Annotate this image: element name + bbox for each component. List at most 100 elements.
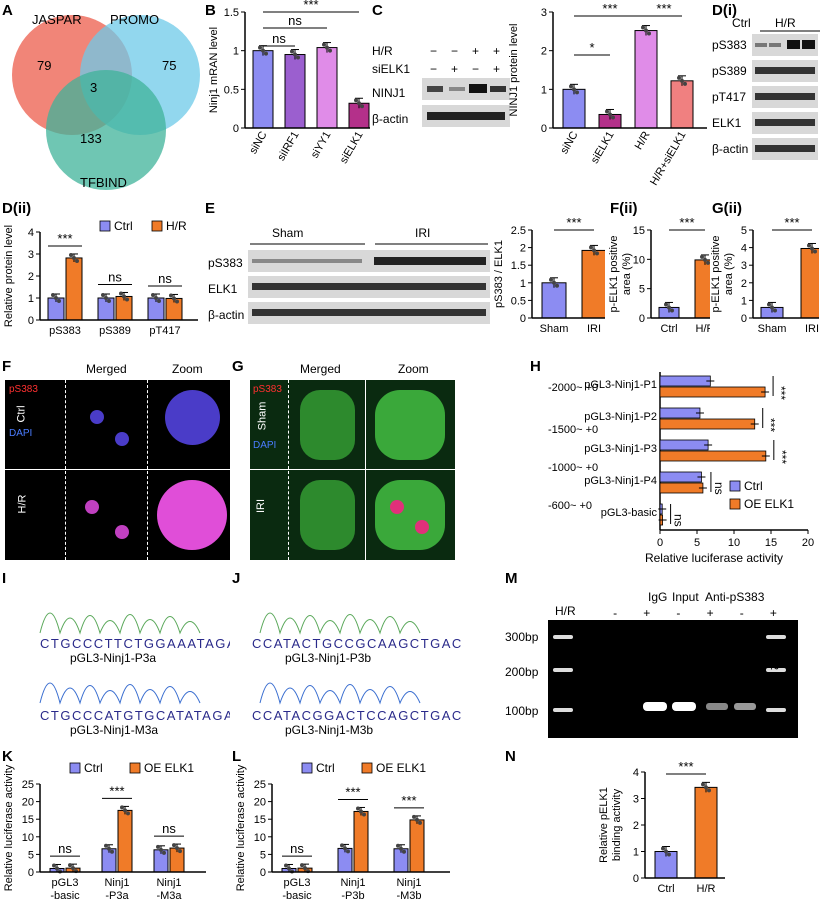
blot-c-si-signs: − + − +	[430, 62, 500, 76]
data-point	[412, 814, 416, 819]
y-tick-label: 10	[22, 832, 34, 844]
data-point	[767, 302, 771, 307]
panel-label-di: D(i)	[712, 2, 737, 19]
x-tick-label: H/R+siELK1	[648, 130, 689, 188]
bar	[562, 88, 586, 129]
y-axis-label: Ninj1 mRAN level	[208, 27, 220, 113]
legend-swatch	[129, 762, 141, 774]
data-point	[126, 811, 130, 816]
blot-e-group-iri: IRI	[415, 226, 431, 240]
x-tick-label: 15	[765, 537, 777, 549]
y-tick-label: 2	[633, 820, 639, 832]
data-point	[284, 863, 288, 868]
y-tick-label: 4	[741, 243, 747, 255]
legend-swatch	[99, 220, 111, 232]
data-point	[322, 42, 326, 47]
y-tick-label: pGL3-basic	[601, 507, 658, 519]
bar	[252, 50, 274, 129]
seq-i-name-2: pGL3-Ninj1-M3a	[70, 723, 158, 737]
y-tick-label: 2	[541, 46, 547, 58]
y-tick-label: 15	[22, 814, 34, 826]
sig-label: ***	[109, 783, 124, 798]
data-point	[569, 84, 573, 89]
data-point	[169, 293, 173, 298]
if-f-channels	[5, 380, 66, 560]
legend-label: Ctrl	[114, 219, 133, 233]
sign: +	[450, 62, 458, 76]
venn-count-center: 3	[90, 80, 97, 95]
blot-c-row-actin: β-actin	[372, 112, 409, 126]
sign: −	[450, 44, 458, 58]
blot-e-row: pS383	[208, 256, 243, 270]
chart-gii: 0 1 2 3 4 5 p-ELK1 positive area (%) Sham IRI ***	[710, 218, 819, 335]
y-tick-label: 15	[633, 225, 645, 237]
data-point	[773, 308, 777, 313]
data-point	[71, 866, 75, 871]
y-tick-label: 3	[541, 7, 547, 19]
if-f-header-zoom: Zoom	[172, 362, 203, 376]
data-point	[296, 55, 300, 60]
tissue	[375, 390, 445, 460]
chart-c: 0 1 2 3 NINJ1 protein level siNC siELK1 H/RH/R+…	[508, 1, 707, 188]
bar	[800, 247, 819, 319]
sign: +	[492, 44, 500, 58]
bar	[634, 30, 658, 129]
panel-label-k: K	[2, 748, 13, 765]
x-tick-label: H/R	[697, 883, 716, 895]
band	[490, 86, 506, 92]
y-tick-label: 5	[639, 284, 645, 296]
h-range: -1500~ +0	[548, 424, 599, 436]
data-point	[670, 308, 674, 313]
data-point	[810, 246, 814, 251]
y-tick-label: 4	[28, 227, 34, 239]
venn-label-tfbind: TFBIND	[80, 175, 127, 190]
legend-swatch	[361, 762, 373, 774]
blot-e-bands	[248, 250, 490, 324]
data-point	[172, 843, 176, 848]
panel-label-m: M	[505, 570, 518, 587]
seq-i-name-1: pGL3-Ninj1-P3a	[70, 651, 156, 665]
x-tick-label: -M3b	[396, 890, 421, 902]
blot-lane-bg	[422, 78, 510, 100]
legend-label: OE ELK1	[144, 761, 194, 775]
x-tick-label: pS389	[99, 325, 131, 337]
data-point	[104, 843, 108, 848]
panel-label-b: B	[205, 2, 216, 19]
x-tick-label: pGL3	[284, 877, 311, 889]
data-point	[701, 782, 705, 787]
sig-label: ***	[784, 218, 799, 230]
sig-label: ***	[57, 231, 72, 246]
data-point	[552, 280, 556, 285]
data-point	[549, 277, 553, 282]
sig-label: ***	[602, 1, 617, 16]
blot-c-row-sielk1: siELK1	[372, 62, 411, 76]
y-tick-label: 1	[633, 847, 639, 859]
y-tick-label: 25	[254, 779, 266, 791]
blot-c-row-hr: H/R	[372, 44, 393, 58]
sign: +	[492, 62, 500, 76]
y-tick-label: 1	[520, 278, 526, 290]
data-point	[415, 817, 419, 822]
ladder-100: 100bp	[505, 704, 539, 718]
x-tick-label: Ctrl	[660, 323, 677, 335]
y-tick-label: 3	[741, 260, 747, 272]
bar	[659, 407, 701, 419]
x-tick-label: pS383	[49, 325, 81, 337]
data-point	[595, 251, 599, 256]
gel-group-igg: IgG	[648, 590, 668, 604]
data-point	[677, 75, 681, 80]
sig-label: ns	[58, 841, 72, 856]
y-tick-label: 5	[28, 849, 34, 861]
y-tick-label: 3	[28, 249, 34, 261]
data-point	[122, 294, 126, 299]
data-point	[101, 293, 105, 297]
x-tick-label: Sham	[758, 323, 787, 335]
x-tick-label: Sham	[540, 323, 569, 335]
bar	[659, 386, 766, 398]
bar	[409, 819, 425, 873]
x-tick-label: siELK1	[338, 130, 366, 166]
seq-j-name-2: pGL3-Ninj1-M3b	[285, 723, 373, 737]
if-g-header-zoom: Zoom	[398, 362, 429, 376]
bar	[659, 375, 711, 387]
